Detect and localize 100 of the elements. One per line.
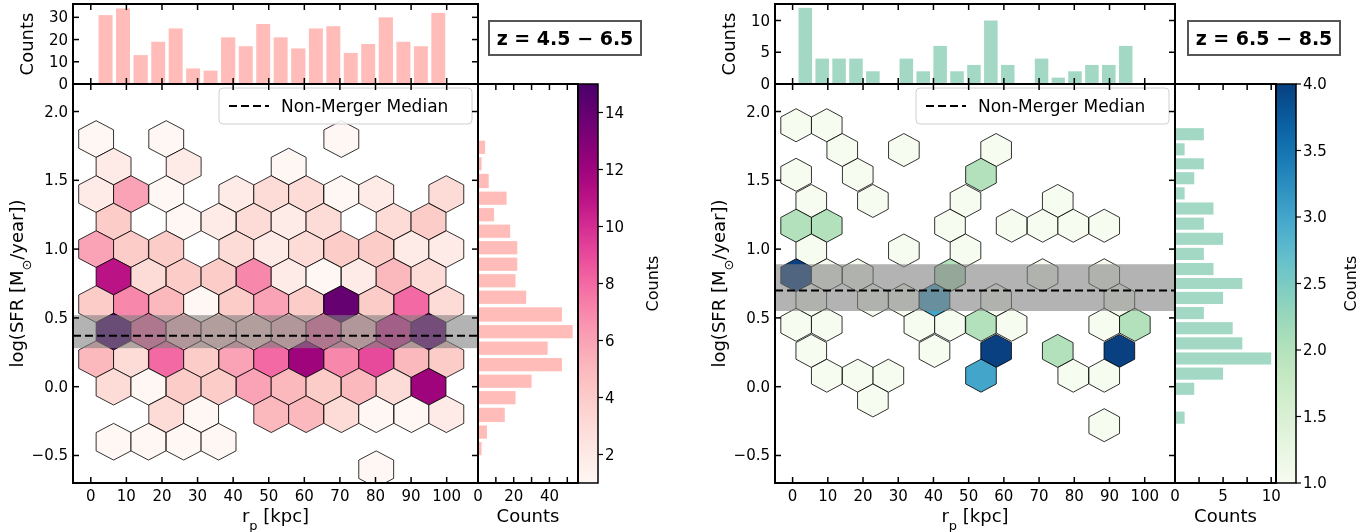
point — [980, 334, 1012, 368]
point — [1103, 334, 1136, 368]
point — [965, 157, 997, 192]
point — [872, 358, 905, 393]
point — [780, 157, 812, 192]
color-bar-label: 3.5 — [1303, 141, 1327, 160]
color-bar-label: 2.0 — [1303, 341, 1327, 359]
color-bar-label: 2 — [605, 445, 615, 464]
point — [980, 133, 1012, 167]
color-bar-label: 4 — [605, 388, 615, 407]
point — [780, 108, 812, 143]
color-bar-label: 10 — [605, 217, 625, 236]
y-tick-label: 10 — [750, 11, 770, 30]
color-bar-label: 14 — [605, 103, 625, 122]
x-tick-label: 50 — [959, 487, 979, 505]
y-tick-label: 5 — [760, 43, 770, 62]
x-tick-label: 100 — [432, 487, 461, 505]
x-tick-label: 100 — [1130, 487, 1160, 505]
x-tick-label: 60 — [994, 487, 1014, 505]
x-tick-label: 20 — [853, 487, 873, 505]
point — [842, 258, 874, 293]
point — [918, 334, 951, 368]
x-tick-label: 20 — [504, 487, 524, 505]
point — [826, 133, 858, 167]
y-tick-label: 0 — [58, 75, 68, 93]
x-tick-label: 0 — [473, 487, 483, 505]
legend-label: Non-Merger Median — [978, 96, 1146, 116]
x-tick-label: 80 — [1064, 487, 1084, 505]
point — [918, 283, 951, 317]
point — [811, 108, 843, 143]
point — [1088, 307, 1120, 342]
y-axis-title: Counts — [718, 12, 739, 76]
y-tick-label: 0.5 — [746, 308, 770, 327]
point — [857, 184, 889, 218]
point — [811, 307, 843, 342]
text: z = 4.5 − 6.5 — [496, 27, 634, 49]
y-tick-label: −0.5 — [733, 446, 770, 465]
point — [903, 307, 936, 342]
point — [795, 184, 827, 218]
point — [857, 283, 889, 317]
point — [842, 358, 874, 393]
point — [1042, 184, 1074, 218]
point — [888, 283, 920, 317]
x-axis-title: Counts — [1194, 505, 1257, 526]
x-axis-title: r$_{p}$ [kpc] — [941, 505, 1009, 532]
y-tick-label: 2.0 — [746, 102, 770, 121]
point — [995, 208, 1028, 243]
point — [1042, 334, 1074, 368]
x-tick-label: 10 — [818, 487, 838, 505]
y-axis-title: Counts — [16, 12, 37, 76]
x-tick-label: 90 — [1099, 487, 1120, 505]
color-bar-label: 2.5 — [1303, 274, 1327, 293]
x-tick-label: 10 — [1261, 487, 1281, 505]
point — [934, 258, 966, 293]
color-bar-label: 1.5 — [1303, 407, 1327, 426]
x-tick-label: 0 — [1170, 487, 1180, 505]
point — [980, 283, 1012, 317]
y-tick-label: 0.0 — [746, 377, 770, 396]
x-tick-label: 70 — [330, 487, 350, 505]
color-bar-label: 3.0 — [1303, 208, 1327, 226]
x-tick-label: 80 — [365, 487, 386, 505]
point — [842, 157, 874, 192]
color-bar-label: 1.0 — [1303, 474, 1327, 492]
y-tick-label: 1.0 — [44, 240, 68, 259]
legend-label: Non-Merger Median — [281, 96, 449, 116]
point — [1057, 208, 1089, 243]
point — [780, 258, 812, 293]
y-tick-label: 0.0 — [44, 377, 68, 396]
color-bar-title: Counts — [1341, 255, 1360, 312]
point — [949, 233, 982, 268]
x-tick-label: 30 — [888, 487, 908, 505]
y-tick-label: 30 — [48, 8, 68, 27]
y-tick-label: 20 — [48, 30, 68, 49]
color-bar-label: 4.0 — [1303, 75, 1327, 93]
color-bar-label: 6 — [605, 331, 615, 350]
x-tick-label: 20 — [152, 487, 172, 505]
x-tick-label: 70 — [1029, 487, 1049, 505]
color-bar-label: 12 — [605, 160, 625, 179]
x-axis-title: Counts — [496, 505, 560, 526]
x-tick-label: 5 — [1218, 487, 1228, 505]
x-tick-label: 40 — [923, 487, 943, 505]
x-tick-label: 0 — [86, 487, 96, 505]
point — [1057, 358, 1089, 393]
y-tick-label: 1.5 — [44, 171, 68, 190]
y-tick-label: 0 — [760, 75, 770, 93]
x-tick-label: 60 — [294, 487, 314, 505]
point — [888, 133, 920, 167]
point — [965, 307, 997, 342]
point — [934, 307, 966, 342]
point — [888, 233, 920, 268]
point — [795, 283, 827, 317]
point — [795, 233, 827, 268]
x-tick-label: 30 — [188, 487, 208, 505]
y-tick-label: 1.0 — [746, 240, 770, 259]
y-tick-label: 10 — [48, 52, 68, 71]
point — [995, 307, 1028, 342]
color-bar-title: Counts — [643, 255, 662, 312]
point — [780, 307, 812, 342]
point — [1088, 258, 1120, 293]
x-axis-title: r$_{p}$ [kpc] — [241, 505, 310, 532]
